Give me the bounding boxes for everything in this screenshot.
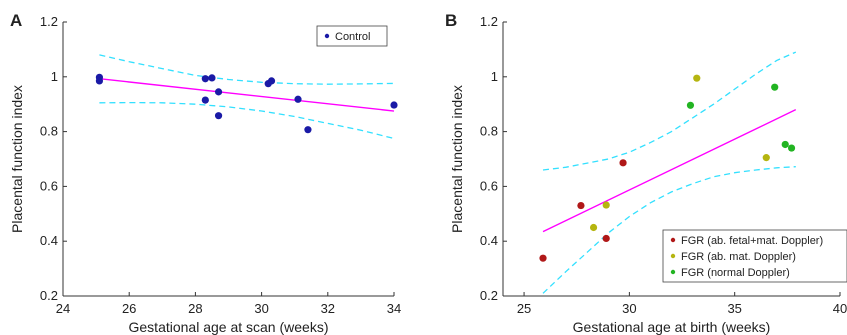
ci-lower-line [99, 101, 395, 140]
x-tick-label: 35 [727, 301, 741, 316]
data-point [390, 101, 398, 109]
panel-label: B [445, 11, 457, 30]
x-tick-label: 26 [122, 301, 136, 316]
y-tick-label: 0.6 [40, 178, 58, 193]
ci-upper-line [99, 54, 395, 85]
y-tick-label: 0.2 [40, 288, 58, 303]
ci-lower-line [542, 166, 796, 294]
data-point [267, 77, 276, 85]
y-tick-label: 0.4 [40, 233, 58, 248]
panel-label: A [10, 11, 22, 30]
y-tick-label: 1.2 [40, 14, 58, 29]
y-axis-label: Placental function index [9, 85, 25, 233]
data-point [693, 74, 701, 82]
data-point [201, 96, 209, 104]
data-point [294, 95, 302, 103]
regression-line [99, 78, 395, 112]
y-tick-label: 1.2 [480, 14, 498, 29]
x-tick-label: 30 [254, 301, 268, 316]
legend-box [662, 229, 847, 283]
data-point [781, 140, 789, 149]
legend-marker [670, 253, 676, 259]
legend-entry: Control [335, 31, 370, 43]
data-point [602, 201, 610, 209]
x-tick-label: 40 [833, 301, 847, 316]
data-point [619, 159, 627, 167]
panel-a: 0.2 0.4 0.6 0.8 1 1.2 24 26 28 30 32 34 Gestational … [9, 11, 401, 335]
legend-entry: FGR (normal Doppler) [681, 267, 790, 279]
data-point [686, 101, 695, 109]
x-tick-label: 28 [188, 301, 202, 316]
data-point [787, 144, 796, 152]
legend-box [316, 25, 388, 47]
y-tick-label: 1 [491, 69, 498, 84]
data-point [589, 223, 598, 232]
data-point [771, 83, 779, 91]
data-point [201, 75, 209, 83]
data-point [214, 112, 223, 120]
x-axis-label: Gestational age at birth (weeks) [573, 319, 771, 335]
data-point [602, 234, 610, 243]
y-axis-label: Placental function index [449, 85, 465, 233]
legend-marker [670, 269, 676, 275]
data-point [95, 77, 104, 85]
data-point [539, 254, 547, 262]
panel-b: 0.2 0.4 0.6 0.8 1 1.2 25 30 35 40 Gestational age … [445, 11, 847, 335]
x-tick-label: 25 [517, 301, 531, 316]
y-tick-label: 0.6 [480, 178, 498, 193]
legend-marker [670, 237, 676, 243]
data-point [762, 154, 770, 162]
data-point [304, 126, 312, 134]
legend-entry: FGR (ab. mat. Doppler) [681, 251, 796, 263]
data-point [577, 201, 585, 210]
legend-entry: FGR (ab. fetal+mat. Doppler) [681, 235, 823, 247]
x-tick-label: 30 [622, 301, 636, 316]
data-point [208, 74, 216, 82]
data-point [214, 88, 223, 96]
y-tick-label: 0.2 [480, 288, 498, 303]
x-tick-label: 24 [56, 301, 70, 316]
regression-line [542, 109, 797, 233]
x-tick-label: 34 [387, 301, 401, 316]
y-tick-label: 0.8 [40, 124, 58, 139]
x-tick-label: 32 [321, 301, 335, 316]
x-axis-label: Gestational age at scan (weeks) [129, 319, 329, 335]
legend-marker [324, 33, 330, 39]
y-tick-label: 0.4 [480, 233, 498, 248]
ci-upper-line [542, 51, 797, 171]
y-tick-label: 1 [51, 69, 58, 84]
y-tick-label: 0.8 [480, 124, 498, 139]
